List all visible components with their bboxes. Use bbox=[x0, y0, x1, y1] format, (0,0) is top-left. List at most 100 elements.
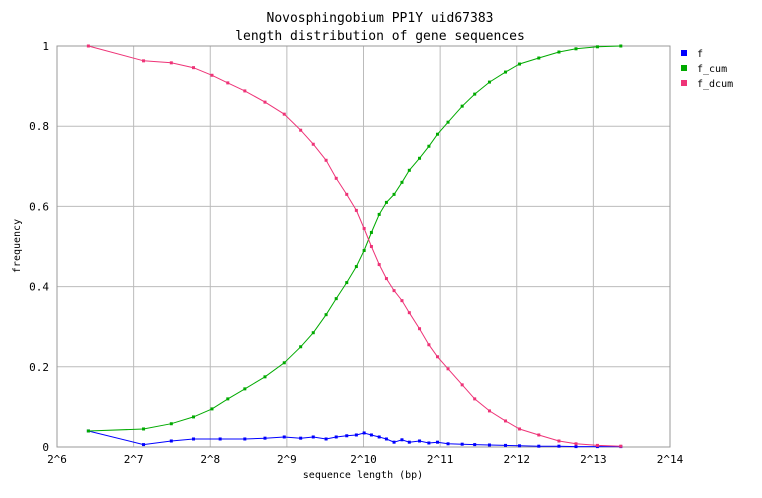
point-f-dcum-22 bbox=[418, 327, 422, 331]
x-tick-label-2: 2^8 bbox=[200, 453, 220, 466]
point-f-dcum-29 bbox=[504, 419, 508, 423]
point-f-dcum-25 bbox=[446, 367, 450, 371]
chart-subtitle: length distribution of gene sequences bbox=[235, 29, 525, 44]
point-f-cum-24 bbox=[436, 132, 440, 136]
point-f-3 bbox=[191, 437, 195, 441]
point-f-dcum-18 bbox=[384, 277, 388, 281]
point-f-13 bbox=[354, 433, 358, 437]
point-f-dcum-9 bbox=[299, 128, 303, 132]
legend-label-f-cum: f_cum bbox=[697, 64, 727, 75]
point-f-17 bbox=[384, 437, 388, 441]
point-f-6 bbox=[263, 436, 267, 440]
point-f-cum-33 bbox=[574, 47, 578, 51]
point-f-dcum-28 bbox=[487, 409, 491, 413]
point-f-cum-35 bbox=[619, 44, 623, 48]
point-f-dcum-10 bbox=[311, 142, 315, 146]
point-f-dcum-19 bbox=[392, 289, 396, 293]
point-f-10 bbox=[324, 437, 328, 441]
point-f-32 bbox=[574, 445, 578, 449]
point-f-cum-21 bbox=[407, 168, 411, 172]
point-f-dcum-4 bbox=[210, 73, 214, 77]
point-f-21 bbox=[418, 439, 422, 443]
y-tick-label-2: 0.4 bbox=[29, 281, 49, 294]
point-f-dcum-24 bbox=[436, 355, 440, 359]
point-f-dcum-0 bbox=[86, 44, 90, 48]
point-f-cum-0 bbox=[86, 429, 90, 433]
y-tick-labels: 0 0.2 0.4 0.6 0.8 1 bbox=[29, 40, 49, 454]
point-f-dcum-7 bbox=[263, 100, 267, 104]
y-tick-label-4: 0.8 bbox=[29, 120, 49, 133]
point-f-4 bbox=[218, 437, 222, 441]
point-f-dcum-17 bbox=[377, 263, 381, 267]
point-f-cum-3 bbox=[191, 415, 195, 419]
legend-label-f-dcum: f_dcum bbox=[697, 79, 733, 90]
point-f-22 bbox=[427, 441, 431, 445]
point-f-18 bbox=[392, 440, 396, 444]
series-f-dcum bbox=[86, 44, 623, 448]
point-f-15 bbox=[369, 433, 373, 437]
series-f bbox=[86, 429, 623, 449]
point-f-cum-30 bbox=[518, 62, 522, 66]
x-tick-label-6: 2^12 bbox=[504, 453, 531, 466]
point-f-5 bbox=[243, 437, 247, 441]
legend-item-f: f bbox=[681, 49, 703, 60]
point-f-cum-31 bbox=[537, 56, 541, 60]
point-f-cum-15 bbox=[362, 249, 366, 253]
x-tick-label-0: 2^6 bbox=[47, 453, 67, 466]
point-f-cum-11 bbox=[324, 313, 328, 317]
point-f-cum-32 bbox=[557, 50, 561, 54]
point-f-cum-7 bbox=[263, 375, 267, 379]
point-f-cum-14 bbox=[354, 265, 358, 269]
point-f-dcum-23 bbox=[427, 343, 431, 347]
point-f-cum-8 bbox=[282, 361, 286, 365]
grid bbox=[56, 45, 671, 448]
point-f-dcum-21 bbox=[407, 311, 411, 315]
point-f-dcum-15 bbox=[362, 226, 366, 230]
point-f-25 bbox=[460, 442, 464, 446]
point-f-cum-17 bbox=[377, 212, 381, 216]
point-f-dcum-13 bbox=[345, 192, 349, 196]
point-f-14 bbox=[362, 431, 366, 435]
series-line-f bbox=[88, 430, 621, 448]
point-f-23 bbox=[436, 440, 440, 444]
y-axis-label: frequency bbox=[12, 219, 23, 273]
point-f-cum-12 bbox=[334, 297, 338, 301]
point-f-dcum-12 bbox=[334, 176, 338, 180]
point-f-12 bbox=[345, 434, 349, 438]
point-f-cum-9 bbox=[299, 345, 303, 349]
legend: f f_cum f_dcum bbox=[681, 49, 733, 90]
point-f-dcum-11 bbox=[324, 158, 328, 162]
point-f-dcum-32 bbox=[557, 439, 561, 443]
point-f-cum-1 bbox=[142, 427, 146, 431]
point-f-cum-16 bbox=[369, 230, 373, 234]
point-f-dcum-26 bbox=[460, 383, 464, 387]
legend-label-f: f bbox=[697, 49, 703, 60]
x-axis-label: sequence length (bp) bbox=[303, 470, 423, 481]
series-line-f-dcum bbox=[88, 45, 621, 447]
point-f-cum-23 bbox=[427, 144, 431, 148]
point-f-dcum-14 bbox=[354, 208, 358, 212]
point-f-26 bbox=[473, 443, 477, 447]
legend-marker-f bbox=[681, 50, 687, 56]
point-f-cum-5 bbox=[226, 397, 230, 401]
y-tick-label-5: 1 bbox=[42, 40, 49, 53]
point-f-dcum-5 bbox=[226, 81, 230, 85]
plot-frame bbox=[56, 45, 671, 448]
point-f-dcum-3 bbox=[191, 66, 195, 70]
point-f-cum-2 bbox=[169, 422, 173, 426]
point-f-cum-19 bbox=[392, 192, 396, 196]
series-layer bbox=[86, 44, 623, 449]
point-f-27 bbox=[487, 443, 491, 447]
point-f-dcum-30 bbox=[518, 427, 522, 431]
point-f-cum-34 bbox=[595, 45, 599, 49]
point-f-cum-13 bbox=[345, 281, 349, 285]
point-f-28 bbox=[504, 443, 508, 447]
point-f-31 bbox=[557, 444, 561, 448]
y-tick-label-0: 0 bbox=[42, 441, 49, 454]
point-f-cum-28 bbox=[487, 80, 491, 84]
point-f-29 bbox=[518, 444, 522, 448]
point-f-dcum-27 bbox=[473, 397, 477, 401]
point-f-24 bbox=[446, 442, 450, 446]
x-tick-label-7: 2^13 bbox=[580, 453, 607, 466]
point-f-8 bbox=[299, 436, 303, 440]
